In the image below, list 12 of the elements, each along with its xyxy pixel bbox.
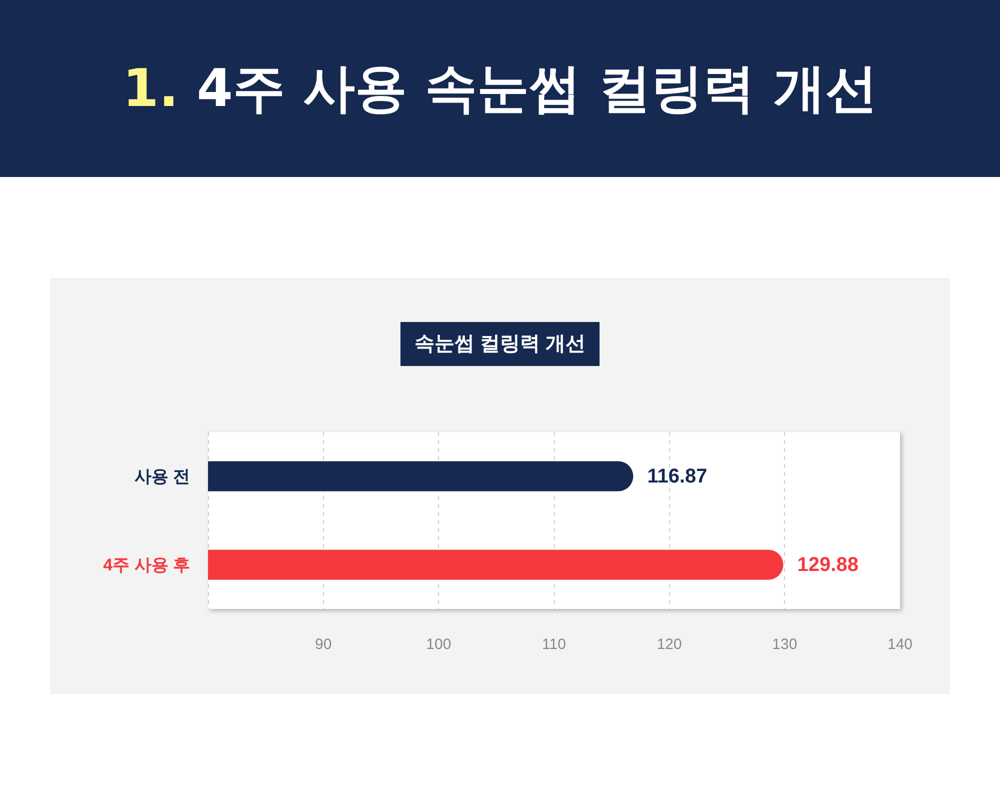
- x-tick-label: 90: [314, 636, 332, 653]
- x-tick-label: 140: [887, 636, 913, 653]
- chart-title: 1. 4주 사용 속눈썹 컬링력 개선: [0, 0, 1000, 177]
- y-tick-label: 사용 전: [134, 466, 190, 486]
- x-tick-label: 130: [772, 636, 798, 653]
- x-tick-label: 100: [426, 636, 452, 653]
- x-tick-label: 110: [542, 636, 566, 653]
- x-tick-label: 120: [656, 636, 682, 653]
- y-tick-label: 4주 사용 후: [103, 555, 190, 574]
- data-label: 129.88: [797, 554, 858, 576]
- chart-subtitle: 속눈썹 컬링력 개선: [414, 333, 586, 355]
- data-label: 116.87: [647, 465, 708, 488]
